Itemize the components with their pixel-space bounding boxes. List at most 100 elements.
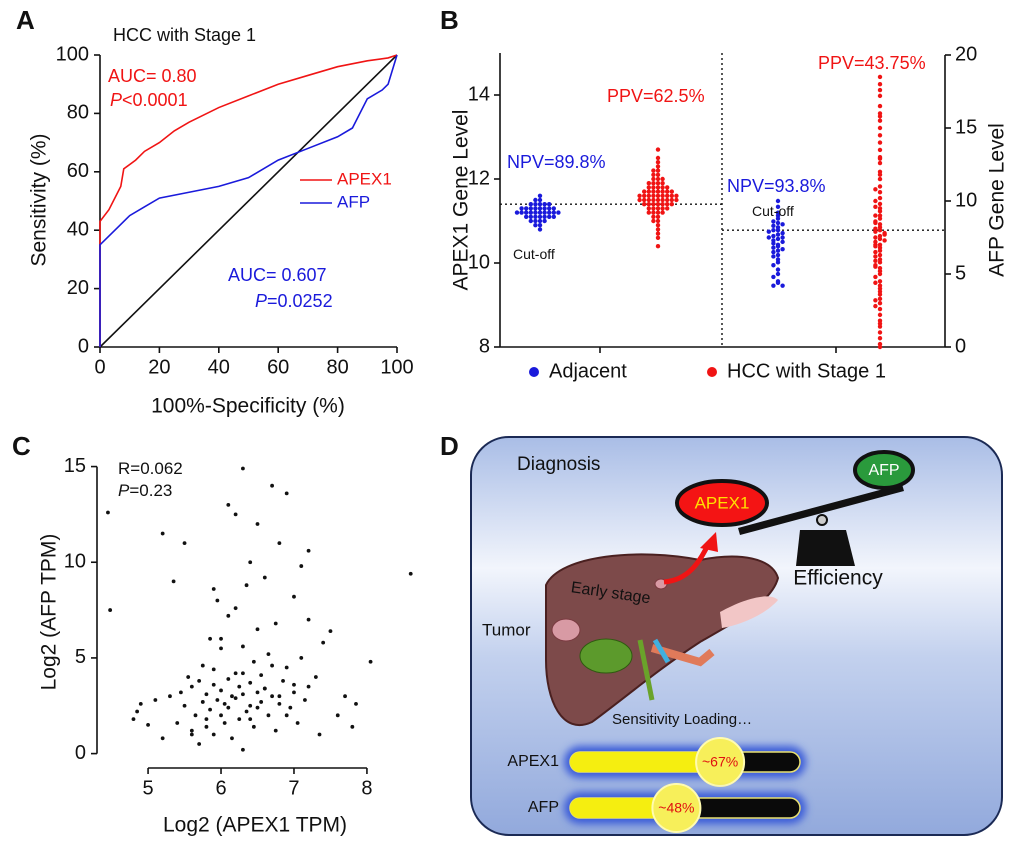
- dot: [655, 244, 661, 249]
- point: [284, 665, 289, 670]
- y-tick-label: 100: [56, 43, 89, 65]
- dot: [655, 214, 661, 219]
- dot: [775, 228, 781, 233]
- point: [233, 671, 238, 676]
- annotation: Cut-off: [752, 203, 794, 219]
- annotation-text: AUC= 0.607: [228, 265, 327, 285]
- vein: [652, 638, 671, 664]
- dot: [547, 202, 552, 207]
- point: [295, 721, 300, 725]
- dot: [665, 206, 670, 211]
- point: [230, 694, 234, 699]
- dot: [655, 223, 661, 228]
- bar-knob: [651, 783, 702, 833]
- dot: [533, 202, 538, 207]
- dot: [882, 238, 887, 243]
- annotation-text: AUC= 0.80: [108, 66, 197, 86]
- dot: [877, 252, 883, 258]
- dot: [873, 235, 878, 240]
- dot: [646, 197, 651, 203]
- point: [251, 659, 256, 664]
- dot: [655, 168, 661, 173]
- dot: [537, 193, 543, 198]
- dot: [655, 235, 661, 240]
- roc-curve: [99, 54, 398, 347]
- dot: [877, 118, 883, 123]
- dot: [873, 298, 878, 303]
- point: [178, 690, 183, 695]
- dot: [542, 210, 547, 215]
- dot: [655, 189, 661, 194]
- dot: [519, 206, 524, 211]
- point: [171, 579, 176, 584]
- point: [204, 724, 209, 729]
- dot: [642, 197, 647, 203]
- dot: [873, 226, 878, 231]
- dot: [766, 235, 771, 240]
- point: [408, 571, 413, 576]
- point: [259, 700, 264, 704]
- annotation: PPV=43.75%: [818, 53, 926, 73]
- roc-curve: [99, 54, 398, 347]
- bar-value-label: ~67%: [702, 754, 738, 770]
- dot: [775, 260, 781, 265]
- point: [222, 721, 227, 725]
- point: [168, 694, 172, 699]
- point: [108, 608, 113, 612]
- y-tick-label: 20: [67, 277, 89, 299]
- dot: [547, 214, 552, 219]
- point: [273, 728, 278, 733]
- dot: [651, 176, 656, 182]
- dot: [771, 223, 776, 229]
- dot: [655, 193, 661, 198]
- point: [350, 724, 355, 729]
- point: [248, 680, 253, 685]
- dot: [533, 210, 538, 215]
- dot: [771, 274, 776, 280]
- artery: [650, 644, 715, 667]
- dot: [873, 274, 878, 280]
- dot: [651, 214, 656, 219]
- dot: [877, 93, 883, 99]
- point: [292, 682, 296, 687]
- point: [160, 531, 165, 536]
- legend-label: AFP: [337, 192, 370, 211]
- dot: [651, 197, 656, 203]
- point: [284, 491, 289, 496]
- dot: [775, 280, 781, 285]
- dot: [877, 160, 883, 166]
- dot: [542, 202, 547, 207]
- dot: [524, 214, 529, 219]
- annotation-text: =0.23: [129, 481, 172, 500]
- point: [131, 717, 136, 722]
- point: [226, 502, 231, 507]
- dot: [877, 125, 883, 131]
- point: [251, 724, 256, 729]
- dot: [660, 202, 665, 207]
- dot: [775, 244, 781, 249]
- dot: [877, 344, 883, 350]
- dot: [660, 176, 665, 182]
- dot: [660, 185, 665, 190]
- y2-tick-label: 5: [955, 262, 966, 284]
- annotation-text: Cut-off: [513, 246, 555, 262]
- y-tick-label: 10: [64, 551, 86, 573]
- dot: [551, 210, 556, 215]
- y-tick-label: 5: [75, 646, 86, 668]
- dot: [775, 236, 781, 242]
- x-tick-label: 60: [267, 356, 289, 378]
- arrow-head: [700, 532, 718, 552]
- dot: [775, 198, 781, 204]
- y2-axis-label: AFP Gene Level: [986, 123, 1009, 277]
- dot: [660, 210, 665, 215]
- dot: [551, 214, 556, 219]
- dot: [551, 206, 556, 211]
- y-tick-label: 80: [67, 102, 89, 124]
- y-tick-label: 14: [468, 83, 490, 105]
- dot: [646, 193, 651, 198]
- point: [266, 652, 271, 656]
- x-tick-label: 5: [143, 777, 154, 799]
- point: [255, 627, 260, 632]
- dot: [665, 202, 670, 207]
- dot: [665, 197, 670, 203]
